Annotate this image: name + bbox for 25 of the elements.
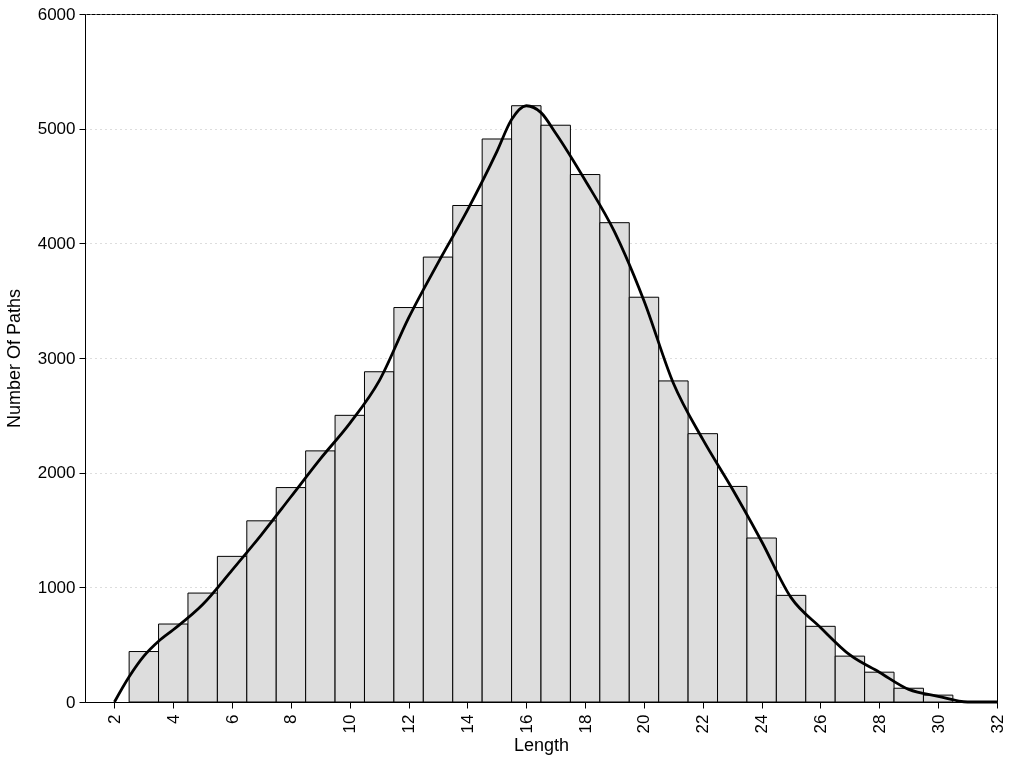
x-tick-label: 16 — [516, 714, 536, 734]
y-tick-label: 4000 — [37, 233, 76, 253]
y-tick-label: 2000 — [37, 463, 76, 483]
x-tick-label: 30 — [928, 714, 948, 734]
y-tick-label: 6000 — [37, 4, 76, 24]
x-tick-label: 6 — [222, 714, 242, 724]
x-tick-label: 2 — [104, 714, 124, 724]
x-tick-label: 28 — [869, 714, 889, 734]
x-tick-label: 24 — [752, 714, 772, 734]
y-axis-title: Number Of Paths — [3, 288, 24, 429]
x-tick-label: 32 — [987, 714, 1007, 734]
x-tick-label: 14 — [457, 714, 477, 734]
x-tick-label: 4 — [163, 714, 183, 724]
x-tick-label: 20 — [634, 714, 654, 734]
x-tick-label: 22 — [693, 714, 713, 734]
x-tick-label: 12 — [399, 714, 419, 734]
y-tick-label: 0 — [66, 692, 76, 712]
x-tick-label: 18 — [575, 714, 595, 734]
x-tick-label: 8 — [281, 714, 301, 724]
y-tick-label: 5000 — [37, 119, 76, 139]
x-tick-label: 26 — [810, 714, 830, 734]
x-axis-title: Length — [513, 735, 570, 756]
x-tick-label: 10 — [340, 714, 360, 734]
y-tick-label: 3000 — [37, 348, 76, 368]
y-tick-label: 1000 — [37, 577, 76, 597]
